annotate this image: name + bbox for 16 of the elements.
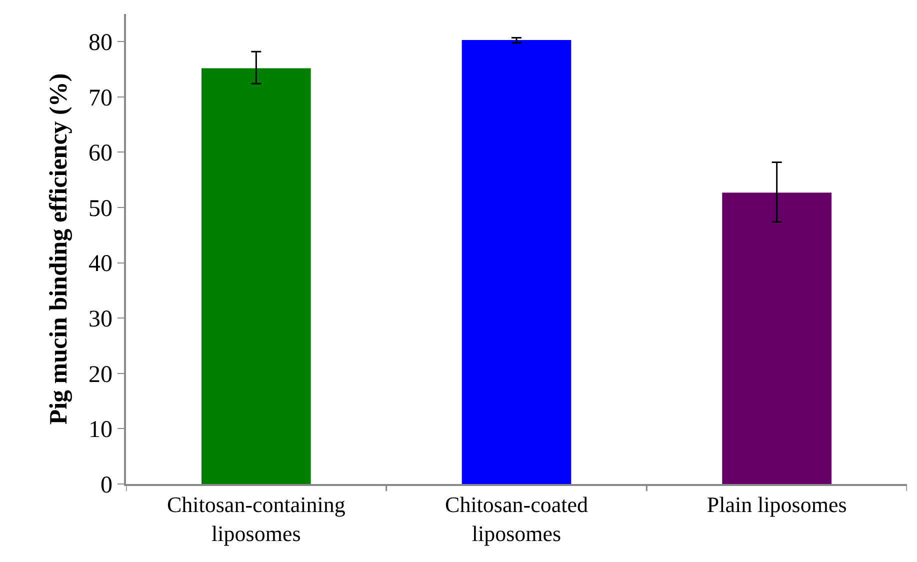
y-tick-label: 20 [88,362,112,388]
y-tick-label: 40 [88,251,112,278]
y-tick-label: 80 [88,30,112,56]
y-tick-label: 10 [88,417,112,444]
bar [462,40,572,484]
y-tick-label: 30 [88,306,112,333]
y-tick-label: 0 [100,472,112,498]
x-tick-label: Chitosan-coated liposomes [445,492,588,546]
x-tick-label: Chitosan-containing liposomes [166,492,346,546]
bar [202,68,311,484]
y-tick-label: 60 [88,140,112,167]
y-tick-label: 50 [88,196,112,222]
x-tick-label: Plain liposomes [706,492,847,518]
y-tick-label: 70 [88,85,112,112]
y-axis-title: Pig mucin binding efficiency (%) [46,73,73,425]
bar [722,192,832,484]
